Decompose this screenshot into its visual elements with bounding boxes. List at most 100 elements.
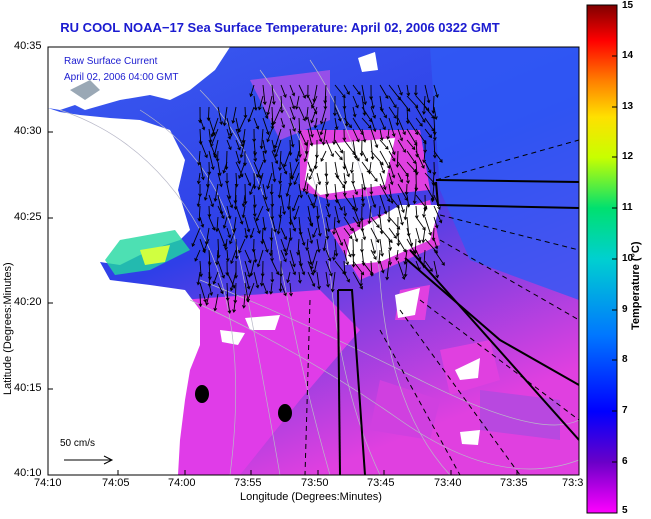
current-vector <box>351 249 356 268</box>
current-vector <box>413 238 418 255</box>
current-vector <box>361 117 372 129</box>
current-vector <box>262 84 267 106</box>
current-vector <box>319 117 327 136</box>
current-vector <box>225 249 230 262</box>
current-vector <box>215 150 220 163</box>
current-vector <box>273 128 282 149</box>
current-vector <box>424 161 432 174</box>
colorbar-tick: 11 <box>622 202 633 213</box>
current-vector <box>244 249 252 264</box>
current-vector <box>226 117 233 137</box>
current-vector <box>277 183 282 199</box>
current-vector <box>249 84 255 98</box>
current-vector <box>280 117 286 129</box>
current-vector <box>388 238 393 251</box>
current-vector <box>352 227 359 243</box>
current-vector <box>307 271 316 288</box>
current-vector <box>235 128 244 148</box>
current-vector <box>253 95 258 111</box>
current-vector <box>379 260 385 274</box>
current-vector <box>207 161 212 176</box>
current-vector <box>369 183 374 196</box>
current-vector <box>243 106 248 119</box>
current-vector <box>325 194 331 208</box>
current-vector <box>352 183 359 196</box>
x-tick-label: 73:55 <box>234 477 262 489</box>
current-vector <box>406 84 411 97</box>
current-vector <box>377 205 382 219</box>
current-vector <box>430 183 435 203</box>
current-vector <box>397 172 404 184</box>
x-tick-label: 73:3 <box>562 477 584 489</box>
current-vector <box>253 249 258 264</box>
current-vector <box>199 216 205 228</box>
current-vector <box>343 161 350 178</box>
current-vector <box>269 227 274 242</box>
current-vector <box>266 128 273 143</box>
current-vector <box>242 293 246 309</box>
current-vector <box>298 260 306 276</box>
current-vector <box>270 249 274 262</box>
current-vector <box>342 183 347 197</box>
current-vector <box>253 161 262 179</box>
current-vector <box>226 293 232 314</box>
current-vector <box>388 172 394 186</box>
x-tick-label: 73:45 <box>367 477 395 489</box>
current-vector <box>396 227 401 247</box>
current-vector <box>244 271 251 290</box>
current-vector <box>280 161 288 175</box>
current-vector <box>332 249 336 261</box>
current-vector <box>289 128 295 148</box>
current-vector <box>415 117 423 127</box>
current-vector <box>367 161 372 175</box>
current-vector <box>289 117 296 133</box>
current-vector <box>253 271 260 289</box>
current-vector <box>278 205 283 219</box>
current-vector <box>433 106 438 121</box>
current-vector <box>352 216 361 228</box>
current-vector <box>288 205 293 226</box>
current-vector <box>229 227 237 245</box>
current-vector <box>239 139 246 159</box>
current-vector <box>278 150 282 171</box>
current-vector <box>332 128 337 146</box>
current-vector <box>343 216 354 232</box>
current-vector <box>414 161 419 176</box>
x-tick-label: 73:50 <box>301 477 329 489</box>
current-vector <box>270 117 275 130</box>
current-vector <box>361 84 367 106</box>
current-vector <box>406 117 419 136</box>
current-vector <box>208 216 216 231</box>
current-vector <box>298 128 308 146</box>
plot-frame <box>47 46 580 476</box>
current-vector <box>397 95 411 112</box>
current-vector <box>208 150 215 171</box>
current-vector <box>334 194 343 211</box>
current-vector <box>343 227 353 240</box>
current-vector <box>271 216 277 233</box>
current-vector <box>256 161 264 178</box>
current-vector <box>199 282 207 303</box>
current-vector <box>226 271 236 289</box>
y-tick-label: 40:15 <box>14 382 42 394</box>
current-vector <box>266 95 273 116</box>
current-vector <box>379 172 387 191</box>
colorbar-label: Temperature (°C) <box>630 241 642 330</box>
current-vector <box>433 150 443 163</box>
current-vector <box>259 271 264 287</box>
current-vector <box>334 205 341 224</box>
current-vector <box>406 95 419 109</box>
current-vector <box>226 183 232 200</box>
current-vector <box>388 227 397 239</box>
current-vector <box>422 205 426 218</box>
current-vector <box>379 150 391 169</box>
current-vector <box>249 183 255 196</box>
current-vector <box>403 249 408 265</box>
current-vector <box>343 84 350 95</box>
current-vector <box>298 271 302 284</box>
current-vector <box>284 238 291 257</box>
current-vector <box>231 106 237 124</box>
current-vector <box>325 271 330 288</box>
current-vector <box>369 260 374 277</box>
